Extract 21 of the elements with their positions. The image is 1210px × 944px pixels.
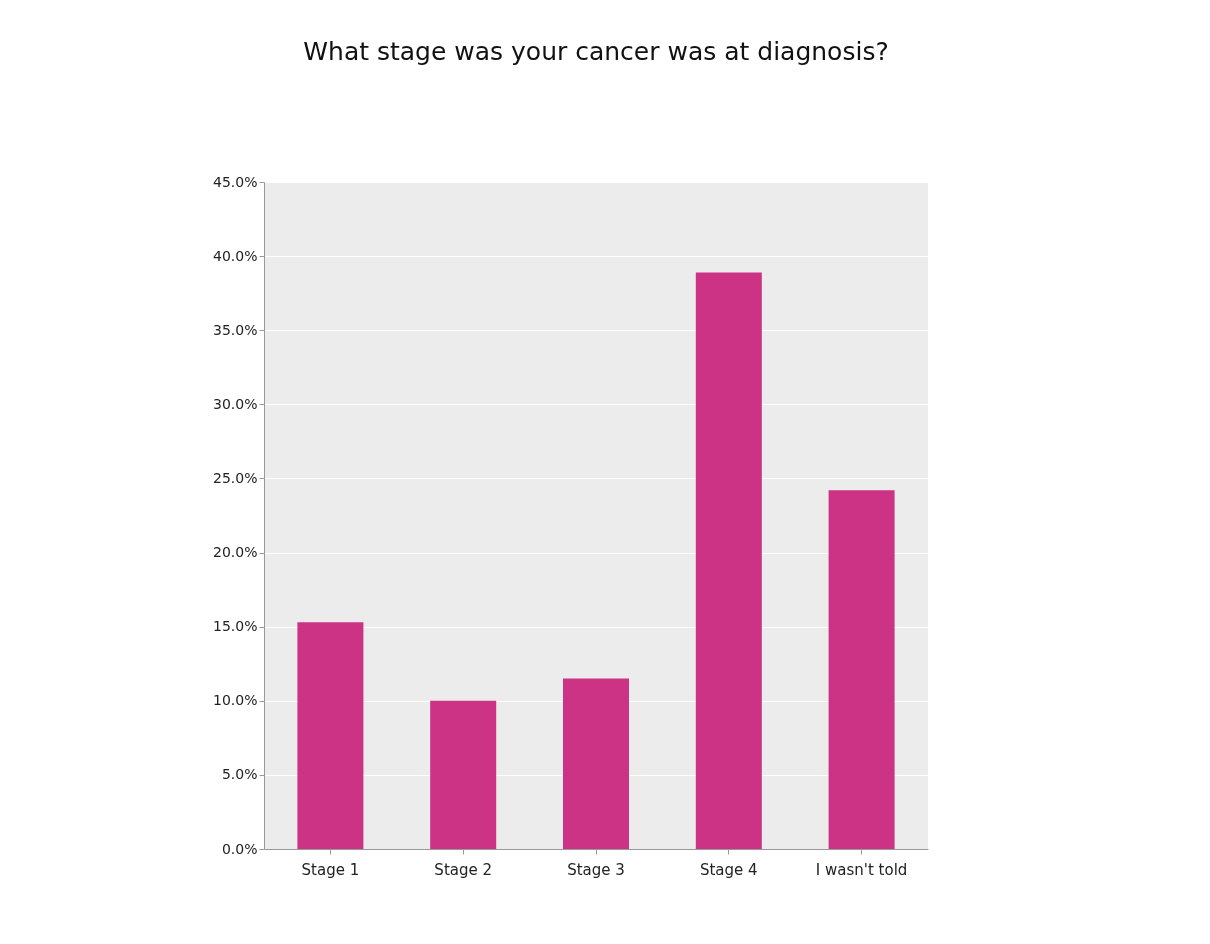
- chart-title: What stage was your cancer was at diagnosis?: [303, 37, 889, 66]
- y-tick-label: 40.0%: [213, 247, 258, 264]
- y-tick-label: 10.0%: [213, 692, 258, 709]
- y-tick-label: 45.0%: [213, 173, 258, 190]
- bar: [695, 272, 762, 849]
- y-tick-label: 30.0%: [213, 395, 258, 412]
- y-tick-label: 15.0%: [213, 618, 258, 635]
- bar: [430, 700, 497, 849]
- x-tick-label: Stage 1: [301, 860, 360, 879]
- x-tick-label: Stage 4: [699, 860, 758, 879]
- y-tick-label: 25.0%: [213, 469, 258, 486]
- bar: [563, 678, 629, 849]
- x-tick-label: I wasn't told: [815, 860, 908, 879]
- bar: [828, 490, 895, 849]
- y-tick-label: 5.0%: [221, 766, 258, 783]
- bar: [297, 622, 364, 849]
- y-tick-label: 20.0%: [213, 544, 258, 561]
- x-tick-label: Stage 3: [567, 860, 625, 879]
- y-tick-label: 0.0%: [221, 840, 258, 857]
- y-tick-label: 35.0%: [213, 321, 258, 338]
- x-tick-label: Stage 2: [434, 860, 493, 879]
